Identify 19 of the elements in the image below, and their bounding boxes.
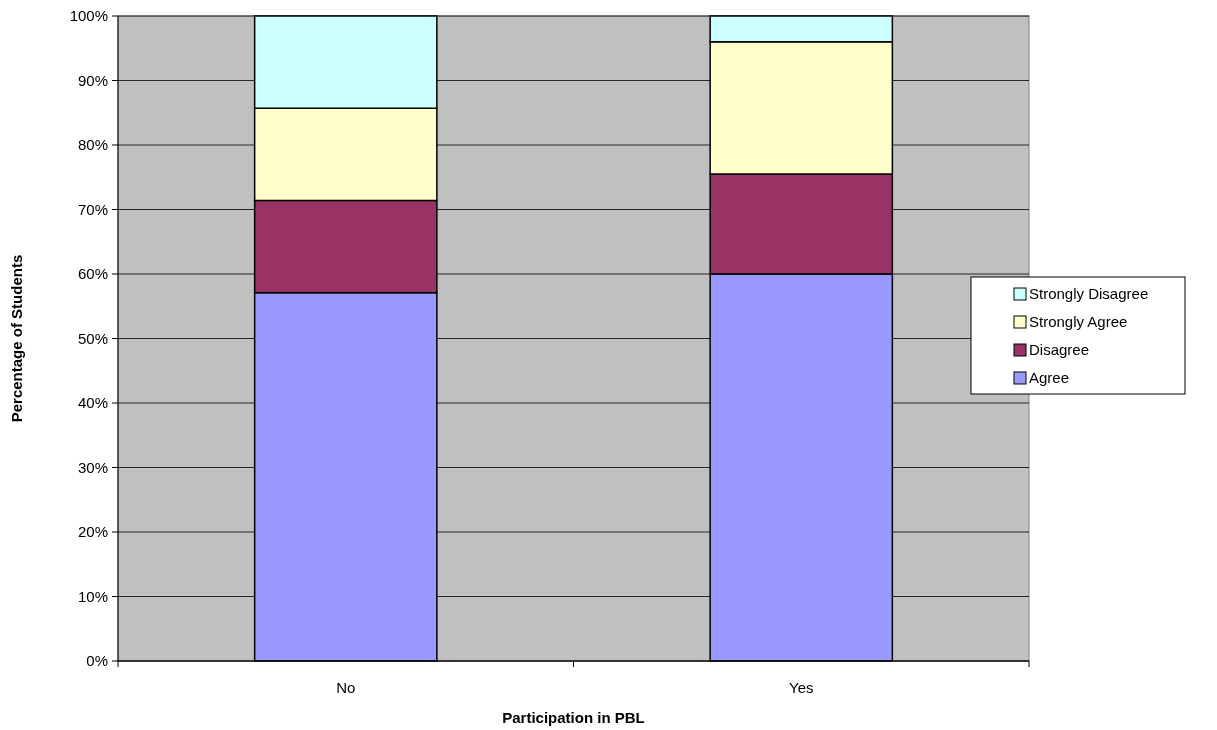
x-axis-title: Participation in PBL [502,709,645,726]
y-tick-label: 90% [77,71,108,89]
y-tick-label: 100% [69,7,108,25]
x-tick-label: Yes [789,679,814,696]
y-tick-label: 70% [77,200,108,218]
legend-label: Strongly Disagree [1029,285,1149,303]
x-tick-label: No [336,679,356,696]
y-tick-label: 50% [77,329,108,347]
y-tick-label: 0% [86,652,108,670]
y-tick-label: 60% [77,265,108,283]
legend-label: Agree [1029,369,1070,387]
legend-label: Disagree [1029,341,1090,359]
y-tick-label: 20% [77,523,108,541]
y-tick-label: 10% [77,587,108,605]
y-axis-title: Percentage of Students [8,254,25,423]
y-tick-label: 40% [77,394,108,412]
legend-label: Strongly Agree [1029,313,1128,331]
y-tick-label: 30% [77,458,108,476]
y-tick-label: 80% [77,136,108,154]
